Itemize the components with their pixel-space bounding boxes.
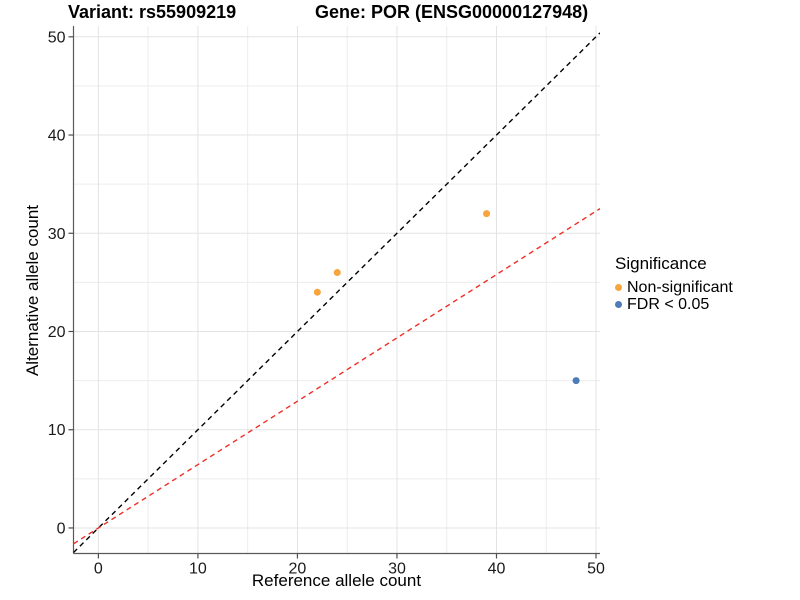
y-tick-label: 50 xyxy=(48,29,66,46)
gene-title: Gene: POR (ENSG00000127948) xyxy=(315,2,589,22)
y-tick-label: 20 xyxy=(48,324,66,341)
data-point-fdr-0-05 xyxy=(572,377,580,385)
legend-item-label: FDR < 0.05 xyxy=(627,295,710,313)
expected-ratio-line xyxy=(73,208,600,545)
x-tick-label: 40 xyxy=(488,561,506,578)
x-tick-label: 30 xyxy=(388,561,406,578)
variant-title: Variant: rs55909219 xyxy=(68,2,237,22)
x-tick-label: 10 xyxy=(189,561,207,578)
y-tick-label: 0 xyxy=(57,520,66,537)
legend-dot-icon xyxy=(615,284,622,291)
data-point-non-significant xyxy=(333,269,341,277)
data-point-non-significant xyxy=(483,210,491,218)
legend-items: Non-significant FDR < 0.05 xyxy=(615,279,733,313)
x-tick-label: 20 xyxy=(289,561,307,578)
legend-item: Non-significant xyxy=(615,279,733,296)
legend-dot-icon xyxy=(615,301,622,308)
x-tick-label: 50 xyxy=(587,561,605,578)
x-tick-label: 0 xyxy=(94,561,103,578)
legend: Significance Non-significant FDR < 0.05 xyxy=(615,254,733,313)
y-tick-label: 40 xyxy=(48,128,66,145)
x-axis-title: Reference allele count xyxy=(251,571,422,590)
y-tick-label: 30 xyxy=(48,226,66,243)
identity-line xyxy=(73,32,600,554)
legend-item: FDR < 0.05 xyxy=(615,296,733,313)
y-tick-label: 10 xyxy=(48,422,66,439)
data-point-non-significant xyxy=(313,288,321,296)
legend-title: Significance xyxy=(615,254,707,273)
legend-item-label: Non-significant xyxy=(627,278,733,296)
